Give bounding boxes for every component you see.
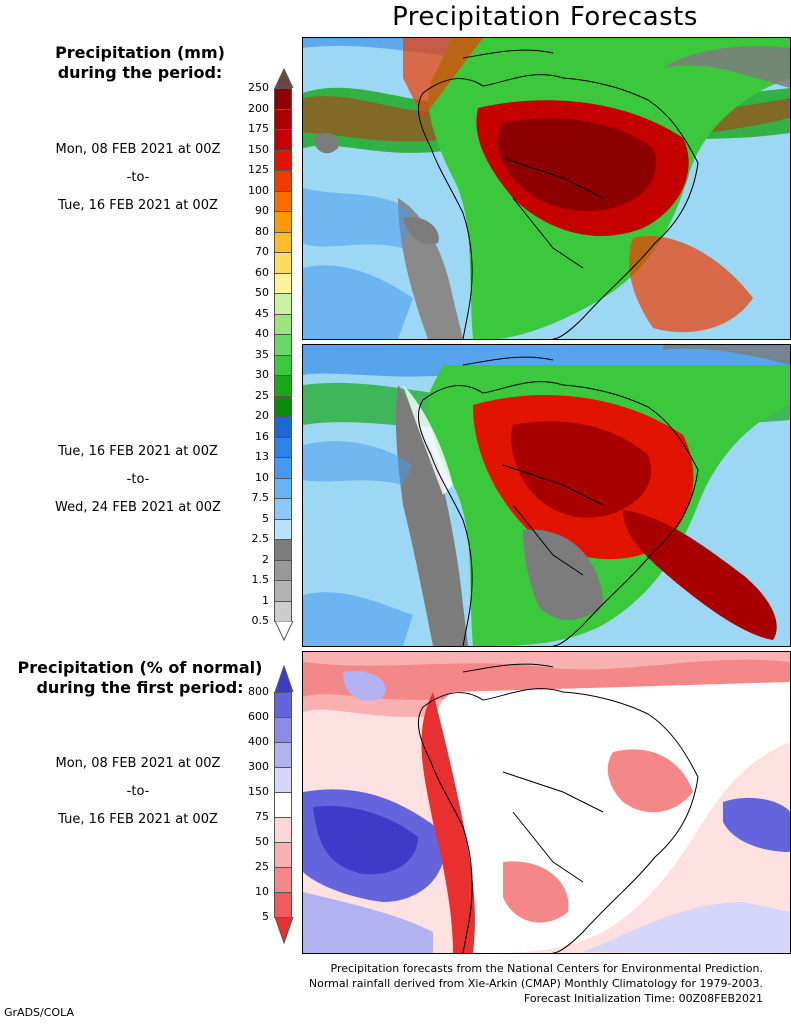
mm-swatch (274, 395, 292, 417)
mm-swatch (274, 580, 292, 602)
mm-swatch (274, 149, 292, 171)
mm-tick-label: 250 (248, 81, 269, 94)
mm-swatch (274, 313, 292, 335)
mm-swatch (274, 293, 292, 315)
percent-swatch (274, 867, 292, 893)
mm-swatch (274, 190, 292, 212)
mm-tick-label: 35 (255, 347, 269, 361)
percent-arrow (274, 917, 294, 944)
mm-swatch (274, 88, 292, 110)
mm-swatch (274, 272, 292, 294)
percent-tick-label: 150 (248, 785, 269, 798)
page-title: Precipitation Forecasts (392, 2, 698, 32)
mm-tick-label: 125 (248, 163, 269, 176)
footer-line-1: Precipitation forecasts from the Nationa… (330, 962, 764, 975)
mm-tick-label: 60 (255, 265, 269, 279)
mm-arrow (274, 621, 294, 641)
percent-tick-label: 800 (248, 685, 269, 698)
mm-swatch (274, 108, 292, 130)
percent-tick-label: 25 (255, 860, 269, 873)
mm-tick-label: 25 (255, 388, 269, 402)
period1-end: Tue, 16 FEB 2021 at 00Z (58, 198, 218, 213)
mm-tick-label: 45 (255, 306, 269, 320)
mm-swatch (274, 559, 292, 581)
mm-swatch (274, 600, 292, 622)
period2-start: Tue, 16 FEB 2021 at 00Z (58, 444, 218, 459)
percent-swatch (274, 792, 292, 818)
mm-tick-label: 50 (255, 286, 269, 299)
precip-map-period1 (302, 37, 791, 340)
percent-swatch (274, 767, 292, 793)
percent-arrow (274, 665, 294, 692)
percent-swatch (274, 742, 292, 768)
mm-tick-label: 1 (262, 593, 269, 607)
mm-swatch (274, 477, 292, 499)
mm-tick-label: 2.5 (251, 532, 270, 545)
mm-swatch (274, 252, 292, 274)
percent-swatch (274, 692, 292, 718)
percent-swatch (274, 892, 292, 918)
mm-tick-label: 20 (255, 409, 269, 422)
percent-tick-label: 400 (248, 735, 269, 748)
mm-tick-label: 1.5 (251, 573, 270, 586)
mm-swatch (274, 354, 292, 376)
percent-colorbar (274, 665, 294, 944)
mm-tick-label: 200 (248, 101, 269, 115)
percent-heading: Precipitation (% of normal) during the f… (17, 658, 263, 697)
percent-normal-map (302, 651, 791, 954)
amount-heading: Precipitation (mm) during the period: (55, 43, 225, 82)
mm-tick-label: 40 (255, 327, 269, 340)
mm-swatch (274, 375, 292, 397)
mm-tick-label: 13 (255, 450, 269, 463)
mm-swatch (274, 231, 292, 253)
period2-end: Wed, 24 FEB 2021 at 00Z (55, 500, 221, 515)
mm-swatch (274, 498, 292, 520)
mm-tick-label: 0.5 (251, 614, 270, 627)
mm-colorbar (274, 68, 294, 641)
percent-tick-label: 10 (255, 885, 269, 898)
footer-line-2: Normal rainfall derived from Xie-Arkin (… (308, 977, 763, 990)
mm-tick-label: 5 (262, 511, 269, 525)
mm-swatch (274, 416, 292, 438)
period3-start: Mon, 08 FEB 2021 at 00Z (55, 756, 221, 771)
mm-swatch (274, 457, 292, 479)
period1-start: Mon, 08 FEB 2021 at 00Z (55, 142, 221, 157)
period3-end: Tue, 16 FEB 2021 at 00Z (58, 812, 218, 827)
footer-line-3: Forecast Initialization Time: 00Z08FEB20… (523, 992, 763, 1005)
mm-swatch (274, 518, 292, 540)
mm-swatch (274, 436, 292, 458)
percent-swatch (274, 842, 292, 868)
mm-tick-label: 90 (255, 204, 269, 217)
percent-tick-label: 600 (248, 710, 269, 723)
mm-tick-label: 70 (255, 245, 269, 258)
mm-arrow (274, 68, 294, 88)
footer-notes: Precipitation forecasts from the Nationa… (309, 961, 763, 1006)
mm-tick-label: 16 (255, 429, 269, 443)
period1-sep: -to- (126, 170, 150, 185)
mm-tick-label: 30 (255, 368, 269, 381)
mm-tick-label: 175 (248, 122, 269, 135)
mm-swatch (274, 539, 292, 561)
mm-tick-label: 100 (248, 183, 269, 197)
percent-tick-label: 300 (248, 760, 269, 773)
period3-sep: -to- (126, 784, 150, 799)
percent-tick-label: 5 (262, 910, 269, 923)
mm-swatch (274, 129, 292, 151)
percent-swatch (274, 817, 292, 843)
percent-tick-label: 75 (255, 810, 269, 823)
mm-tick-label: 80 (255, 224, 269, 238)
mm-tick-label: 7.5 (251, 491, 270, 504)
percent-swatch (274, 717, 292, 743)
mm-tick-label: 150 (248, 142, 269, 156)
mm-swatch (274, 170, 292, 192)
mm-swatch (274, 334, 292, 356)
mm-swatch (274, 211, 292, 233)
mm-tick-label: 2 (262, 552, 269, 566)
percent-tick-label: 50 (255, 835, 269, 848)
mm-tick-label: 10 (255, 470, 269, 484)
period2-sep: -to- (126, 472, 150, 487)
precip-map-period2 (302, 344, 791, 647)
grads-credit: GrADS/COLA (4, 1006, 74, 1019)
